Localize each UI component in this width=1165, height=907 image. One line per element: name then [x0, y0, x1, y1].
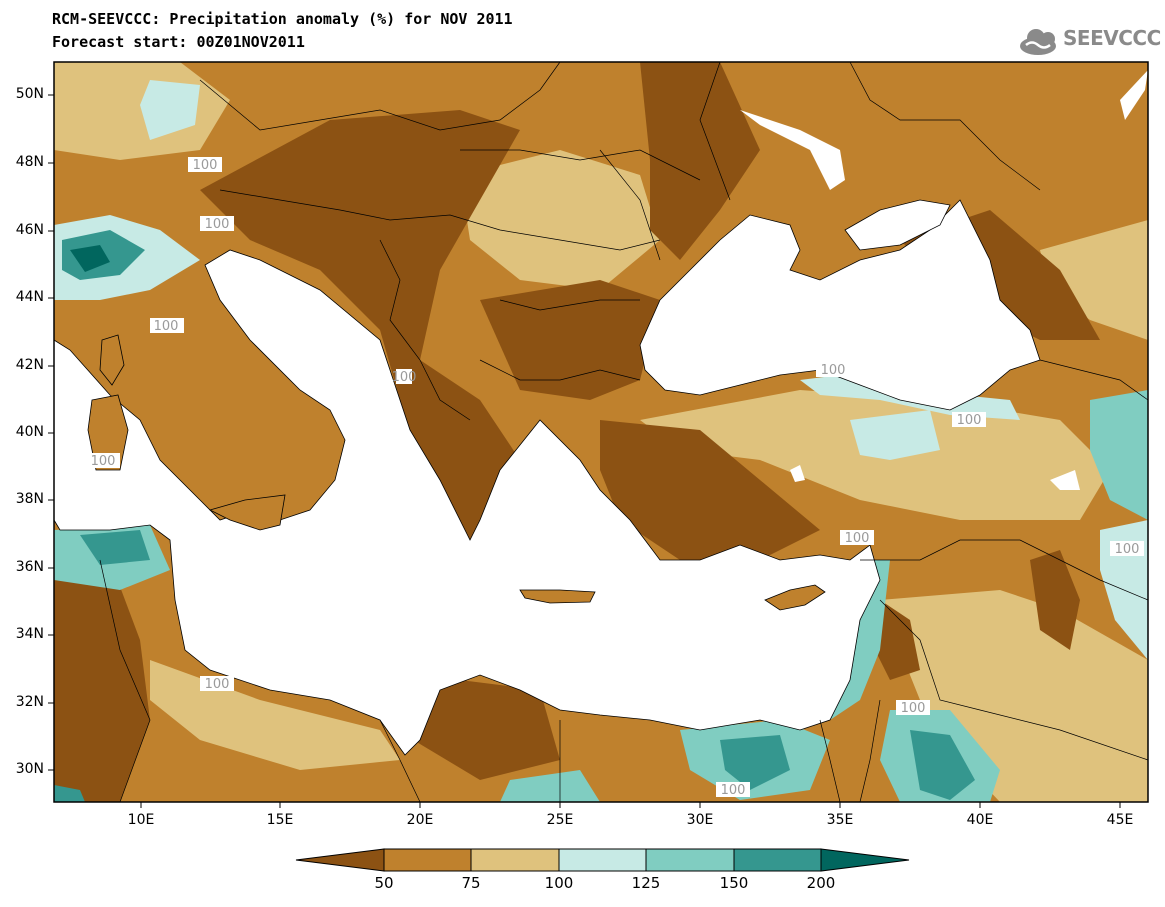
seevccc-logo	[1020, 29, 1056, 55]
volga-reservoir	[1120, 70, 1148, 120]
sicily	[208, 494, 286, 531]
colorbar-above-200	[820, 848, 910, 872]
lat-label: 50N	[15, 86, 44, 102]
colorbar-125-150	[645, 848, 735, 872]
lat-label: 40N	[15, 424, 44, 440]
field-75-100	[460, 150, 660, 290]
contour-label: 100	[392, 369, 417, 385]
svg-text:100: 100	[392, 370, 417, 385]
contour-label: 100	[816, 362, 850, 378]
forecast-start-label: Forecast start: 00Z01NOV2011	[52, 33, 305, 51]
field-below-50	[200, 110, 520, 590]
svg-text:100: 100	[205, 677, 230, 692]
contour-label: 100	[200, 216, 234, 232]
colorbar-below-50	[295, 848, 385, 872]
field-125-150	[1090, 390, 1148, 520]
field-75-100	[1040, 220, 1148, 340]
contour-label: 100	[200, 676, 234, 692]
contour-labels: 100 100 100 100 100 100 100 100 100 100 …	[86, 157, 1144, 798]
field-below-50	[600, 420, 820, 560]
lat-label: 42N	[15, 357, 44, 373]
lat-label: 36N	[15, 559, 44, 575]
svg-text:100: 100	[957, 413, 982, 428]
contour-label: 100	[150, 318, 184, 334]
lat-label: 38N	[15, 491, 44, 507]
field-above-200	[70, 245, 110, 272]
lake-tuz	[790, 465, 805, 482]
field-125-150	[500, 770, 600, 802]
svg-text:100: 100	[193, 158, 218, 173]
colorbar	[295, 848, 910, 872]
field-150-200	[80, 530, 150, 565]
svg-text:100: 100	[91, 454, 116, 469]
contour-label: 100	[952, 412, 986, 428]
field-150-200	[720, 735, 790, 790]
colorbar-tick: 125	[631, 874, 661, 892]
lon-label: 10E	[127, 812, 155, 828]
field-150-200	[910, 730, 975, 800]
lat-label: 30N	[15, 761, 44, 777]
lon-label: 40E	[966, 812, 994, 828]
field-75-100	[880, 590, 1148, 802]
colorbar-tick: 200	[806, 874, 836, 892]
country-borders	[99, 61, 1149, 803]
colorbar-tick: 100	[544, 874, 574, 892]
colorbar-150-200	[733, 848, 822, 872]
field-150-200	[54, 785, 85, 802]
crete	[519, 589, 596, 604]
svg-text:100: 100	[901, 701, 926, 716]
sea-mask	[53, 70, 1148, 756]
field-below-50	[54, 560, 150, 802]
colorbar-50-75	[383, 848, 472, 872]
map-title: RCM-SEEVCCC: Precipitation anomaly (%) f…	[52, 10, 513, 28]
contour-label: 100	[1110, 541, 1144, 557]
svg-text:100: 100	[205, 217, 230, 232]
colorbar-tick: 150	[719, 874, 749, 892]
lon-label: 35E	[826, 812, 854, 828]
svg-text:100: 100	[1115, 542, 1140, 557]
field-below-50	[640, 62, 760, 260]
lon-label: 20E	[406, 812, 434, 828]
svg-text:100: 100	[845, 531, 870, 546]
lat-label: 48N	[15, 154, 44, 170]
map-frame	[53, 61, 1149, 803]
colorbar-75-100	[470, 848, 560, 872]
corsica	[99, 334, 125, 386]
svg-text:100: 100	[821, 363, 846, 378]
svg-text:100: 100	[721, 783, 746, 798]
contour-label: 100	[840, 530, 874, 546]
lon-label: 15E	[266, 812, 294, 828]
field-100-125	[850, 410, 940, 460]
colorbar-100-125	[558, 848, 647, 872]
dnieper-reservoir	[740, 110, 845, 190]
colorbar-tick: 50	[374, 874, 394, 892]
lon-label: 45E	[1106, 812, 1134, 828]
logo-text: SEEVCCC	[1063, 26, 1161, 50]
svg-text:100: 100	[154, 319, 179, 334]
field-below-50	[480, 280, 660, 400]
axis-ticks	[48, 94, 1121, 808]
contour-label: 100	[716, 782, 750, 798]
black-sea	[639, 199, 1041, 411]
contour-label: 100	[188, 157, 222, 173]
lat-label: 46N	[15, 222, 44, 238]
colorbar-tick: 75	[461, 874, 481, 892]
mediterranean-sea	[53, 249, 881, 756]
lat-label: 32N	[15, 694, 44, 710]
lat-label: 44N	[15, 289, 44, 305]
contour-label: 100	[86, 453, 120, 469]
cyprus	[764, 584, 826, 611]
field-100-125	[140, 80, 200, 140]
field-below-50	[1030, 550, 1080, 650]
sea-of-azov	[844, 199, 951, 251]
contour-label: 100	[896, 700, 930, 716]
lake-van	[1050, 470, 1080, 490]
sardinia	[87, 394, 129, 471]
lat-label: 34N	[15, 626, 44, 642]
lon-label: 25E	[546, 812, 574, 828]
lon-label: 30E	[686, 812, 714, 828]
cloud-icon	[1020, 29, 1056, 55]
